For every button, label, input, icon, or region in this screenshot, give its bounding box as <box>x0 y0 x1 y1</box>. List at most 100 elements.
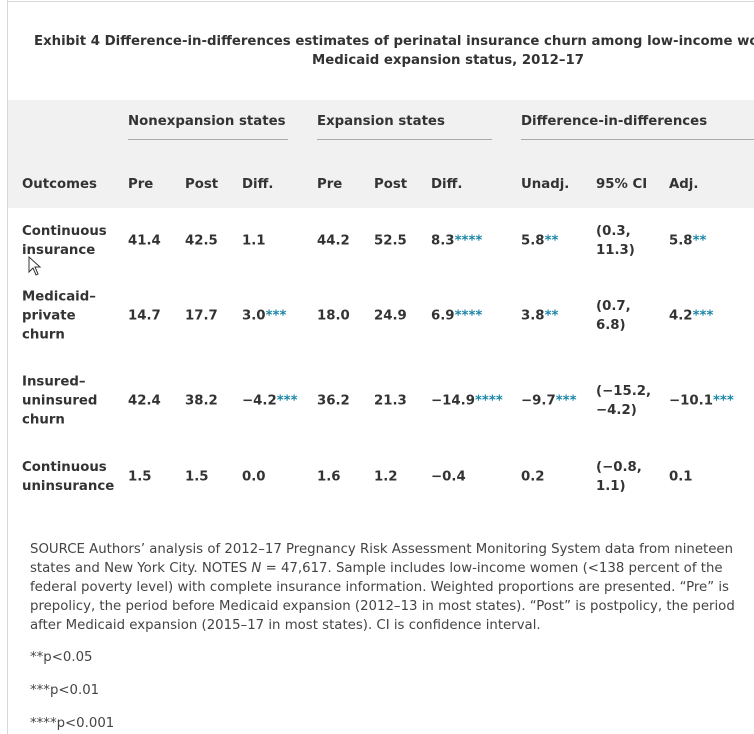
cell: 0.1 <box>669 468 749 487</box>
cell: −14.9**** <box>431 392 516 411</box>
cell-value: 14.7 <box>128 308 161 324</box>
cell: 36.2 <box>317 392 367 411</box>
cell: 3.0*** <box>242 307 312 326</box>
significance: *** <box>692 308 714 324</box>
cell-value: 1.2 <box>374 469 398 485</box>
cell: 8.3**** <box>431 232 516 251</box>
cell: 21.3 <box>374 392 424 411</box>
cell-value: 21.3 <box>374 393 407 409</box>
note-text: N <box>251 561 262 576</box>
cell-value: −14.9 <box>431 393 475 409</box>
column-header: Diff. <box>431 177 463 192</box>
cell: 42.5 <box>185 232 235 251</box>
group-rule <box>317 139 492 140</box>
cell-value: Medicaid–private churn <box>22 289 96 343</box>
row-label: Continuous insurance <box>22 222 107 260</box>
cell-value: 36.2 <box>317 393 350 409</box>
cell: 1.5 <box>185 468 235 487</box>
column-header: 95% CI <box>596 177 648 192</box>
row-label: Continuous uninsurance <box>22 458 114 496</box>
cell: (−15.2, −4.2) <box>596 382 658 420</box>
cell: −0.4 <box>431 468 516 487</box>
cell-value: 1.1 <box>242 233 266 249</box>
border <box>7 1 754 2</box>
significance: **** <box>454 233 483 249</box>
cursor <box>28 256 42 276</box>
cell-value: (0.3, 11.3) <box>596 224 635 258</box>
significance: ** <box>692 233 707 249</box>
cell-value: 38.2 <box>185 393 218 409</box>
significance: **** <box>474 393 503 409</box>
cell-value: 3.0 <box>242 308 266 324</box>
cell-value: 0.2 <box>521 469 545 485</box>
significance: *** <box>276 393 298 409</box>
significance-note: ****p<0.001 <box>30 716 115 731</box>
significance-note: ***p<0.01 <box>30 683 100 698</box>
cell-value: 41.4 <box>128 233 161 249</box>
cell-value: 3.8 <box>521 308 545 324</box>
group-rule <box>128 139 288 140</box>
cell-value: 17.7 <box>185 308 218 324</box>
cell-value: Continuous uninsurance <box>22 460 115 494</box>
header-band <box>8 100 754 208</box>
cell-value: 42.4 <box>128 393 161 409</box>
cell-value: 1.5 <box>185 469 209 485</box>
cell: 6.9**** <box>431 307 516 326</box>
cell-value: (−15.2, −4.2) <box>596 384 652 418</box>
cell-value: (−0.8, 1.1) <box>596 460 642 494</box>
group-rule <box>521 139 754 140</box>
group-header: Difference-in-differences <box>521 114 708 129</box>
cell: −10.1*** <box>669 392 749 411</box>
cell: 5.8** <box>521 232 591 251</box>
significance: **** <box>454 308 483 324</box>
note-text: SOURCE Authors’ analysis of 2012–17 Preg… <box>30 542 734 576</box>
cell: 3.8** <box>521 307 591 326</box>
row-label: Insured–uninsured churn <box>22 373 107 430</box>
cell-value: Insured–uninsured churn <box>22 374 98 428</box>
cell: 41.4 <box>128 232 178 251</box>
cell-value: 0.0 <box>242 469 266 485</box>
source-note: SOURCE Authors’ analysis of 2012–17 Preg… <box>30 540 742 635</box>
cell: −4.2*** <box>242 392 312 411</box>
cell-value: 8.3 <box>431 233 455 249</box>
column-header: Unadj. <box>521 177 570 192</box>
cell-value: 4.2 <box>669 308 693 324</box>
cell-value: Continuous insurance <box>22 224 107 258</box>
cell: 42.4 <box>128 392 178 411</box>
cell: −9.7*** <box>521 392 591 411</box>
cell: 38.2 <box>185 392 235 411</box>
cell-value: 5.8 <box>669 233 693 249</box>
cell-value: 24.9 <box>374 308 407 324</box>
column-header: Outcomes <box>22 177 97 192</box>
cell-value: −4.2 <box>242 393 277 409</box>
cell: 14.7 <box>128 307 178 326</box>
cell: 17.7 <box>185 307 235 326</box>
significance-note: **p<0.05 <box>30 650 93 665</box>
cell: 1.2 <box>374 468 424 487</box>
cell: 44.2 <box>317 232 367 251</box>
column-header: Post <box>374 177 408 192</box>
cell: 4.2*** <box>669 307 749 326</box>
title: Exhibit 4 Difference-in-differences esti… <box>33 34 754 68</box>
cell-value: 6.9 <box>431 308 455 324</box>
cell-value: −9.7 <box>521 393 556 409</box>
cell-value: 1.5 <box>128 469 152 485</box>
group-header: Nonexpansion states <box>128 114 286 129</box>
column-header: Adj. <box>669 177 699 192</box>
cell-value: 1.6 <box>317 469 341 485</box>
cell-value: 5.8 <box>521 233 545 249</box>
cell: 1.1 <box>242 232 312 251</box>
cell: 5.8** <box>669 232 749 251</box>
significance: *** <box>555 393 577 409</box>
cell-value: −10.1 <box>669 393 713 409</box>
cell: 1.5 <box>128 468 178 487</box>
cell-value: 0.1 <box>669 469 693 485</box>
cell: (−0.8, 1.1) <box>596 458 658 496</box>
cell: 0.2 <box>521 468 591 487</box>
cell-value: 44.2 <box>317 233 350 249</box>
note-text: = 47,617. Sample includes low-income wom… <box>30 561 735 633</box>
column-header: Pre <box>317 177 343 192</box>
significance: ** <box>544 233 559 249</box>
